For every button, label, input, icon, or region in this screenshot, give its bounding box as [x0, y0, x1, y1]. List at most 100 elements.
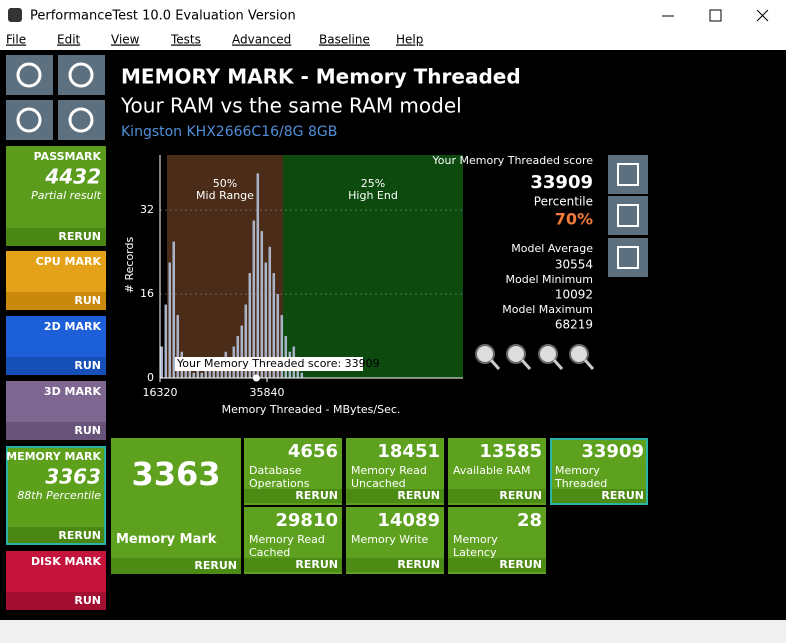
- test-action[interactable]: RERUN: [397, 489, 440, 502]
- test-label: Memory Read Uncached: [351, 464, 427, 490]
- page-title: MEMORY MARK - Memory Threaded: [121, 65, 521, 89]
- tile-action[interactable]: RUN: [74, 594, 101, 607]
- tile-strip: [6, 357, 106, 375]
- test-action[interactable]: RERUN: [295, 558, 338, 571]
- action-icon-glyph: [617, 204, 639, 227]
- test-action[interactable]: RERUN: [499, 489, 542, 502]
- zoom-button[interactable]: [506, 344, 526, 364]
- test-strip: [346, 489, 444, 503]
- histogram-bar: [280, 315, 284, 378]
- action-icon-button[interactable]: [608, 155, 648, 194]
- tile-action[interactable]: RERUN: [58, 529, 101, 542]
- zoom-button[interactable]: [475, 344, 495, 364]
- menu-item[interactable]: Edit: [57, 33, 81, 47]
- tile-action[interactable]: RERUN: [58, 230, 101, 243]
- main-result-action[interactable]: RERUN: [194, 559, 237, 572]
- nav-icon-glyph: [68, 107, 94, 133]
- test-action[interactable]: RERUN: [499, 558, 542, 571]
- test-action[interactable]: RERUN: [601, 489, 644, 502]
- y-axis-label: # Records: [123, 237, 136, 294]
- score-panel-percentile-label: Percentile: [534, 195, 593, 209]
- tile-action[interactable]: RUN: [74, 359, 101, 372]
- region-percent: 25%: [361, 177, 385, 190]
- tile-action[interactable]: RUN: [74, 294, 101, 307]
- tile-strip: [6, 422, 106, 440]
- histogram-bar: [240, 325, 244, 378]
- tile-name: 2D MARK: [44, 320, 102, 333]
- score-panel-maximum-label: Model Maximum: [502, 303, 593, 316]
- test-action[interactable]: RERUN: [397, 558, 440, 571]
- marker-label-box: [175, 357, 363, 371]
- main-result-tile[interactable]: [111, 438, 241, 574]
- histogram-bar: [244, 304, 248, 378]
- menu-item[interactable]: Help: [396, 33, 423, 47]
- score-panel-score: 33909: [530, 172, 593, 193]
- close-button[interactable]: [756, 9, 769, 22]
- test-action[interactable]: RERUN: [295, 489, 338, 502]
- nav-icon-button[interactable]: [58, 100, 105, 140]
- test-strip: [448, 558, 546, 572]
- menu-item[interactable]: Tests: [170, 33, 201, 47]
- menu-item[interactable]: File: [6, 33, 26, 47]
- zoom-handle: [489, 359, 501, 370]
- tile-strip: [6, 592, 106, 610]
- tile-score: 4432: [44, 165, 101, 189]
- x-tick-label: 35840: [249, 386, 284, 399]
- tile-name: MEMORY MARK: [6, 450, 101, 463]
- score-marker: [252, 374, 260, 382]
- tile-note: 88th Percentile: [17, 489, 101, 502]
- score-panel-minimum-label: Model Minimum: [505, 273, 593, 286]
- test-score: 14089: [377, 510, 440, 531]
- tile-action[interactable]: RUN: [74, 424, 101, 437]
- nav-icon-button[interactable]: [6, 55, 53, 95]
- nav-icon-glyph: [16, 62, 42, 88]
- test-strip: [552, 489, 646, 503]
- menu-item[interactable]: Baseline: [319, 33, 370, 47]
- region-percent: 50%: [213, 177, 237, 190]
- window-title: PerformanceTest 10.0 Evaluation Version: [30, 9, 296, 24]
- score-panel-minimum: 10092: [555, 288, 593, 302]
- test-strip: [244, 558, 342, 572]
- action-icon-glyph: [617, 163, 639, 186]
- zoom-button[interactable]: [538, 344, 558, 364]
- x-axis-label: Memory Threaded - MBytes/Sec.: [222, 403, 401, 416]
- tile-name: PASSMARK: [34, 150, 102, 163]
- histogram-bar: [196, 367, 200, 378]
- action-icon-button[interactable]: [608, 238, 648, 277]
- zoom-handle: [520, 359, 532, 370]
- histogram-bar: [300, 372, 304, 378]
- test-label: Database Operations: [249, 464, 310, 490]
- test-score: 4656: [287, 441, 338, 462]
- region-label: High End: [348, 189, 398, 202]
- histogram-bar: [256, 173, 260, 378]
- tile-name: DISK MARK: [31, 555, 101, 568]
- region-label: Mid Range: [196, 189, 254, 202]
- zoom-handle: [583, 359, 595, 370]
- percentile-region: [167, 155, 283, 378]
- test-label: Memory Read Cached: [249, 533, 325, 559]
- action-icon-button[interactable]: [608, 196, 648, 235]
- histogram-bar: [248, 273, 252, 378]
- histogram-bar: [252, 220, 256, 378]
- zoom-button[interactable]: [569, 344, 589, 364]
- tile-score: 3363: [45, 465, 101, 489]
- maximize-button[interactable]: [709, 9, 722, 22]
- test-score: 28: [516, 510, 542, 531]
- test-label: Memory Threaded: [555, 464, 608, 490]
- test-label: Memory Write: [351, 533, 429, 546]
- action-icon-glyph: [617, 246, 639, 269]
- nav-icon-button[interactable]: [58, 55, 105, 95]
- tile-strip: [6, 228, 106, 246]
- score-panel-percentile: 70%: [555, 210, 593, 229]
- main-result-label: Memory Mark: [116, 532, 217, 547]
- test-strip: [448, 489, 546, 503]
- tile-name: CPU MARK: [36, 255, 102, 268]
- test-label: Available RAM: [453, 464, 531, 477]
- menu-item[interactable]: View: [111, 33, 140, 47]
- menu-item[interactable]: Advanced: [232, 33, 291, 47]
- y-tick-label: 32: [140, 203, 154, 216]
- histogram-bar: [160, 346, 164, 378]
- nav-icon-button[interactable]: [6, 100, 53, 140]
- score-panel-average: 30554: [555, 258, 593, 272]
